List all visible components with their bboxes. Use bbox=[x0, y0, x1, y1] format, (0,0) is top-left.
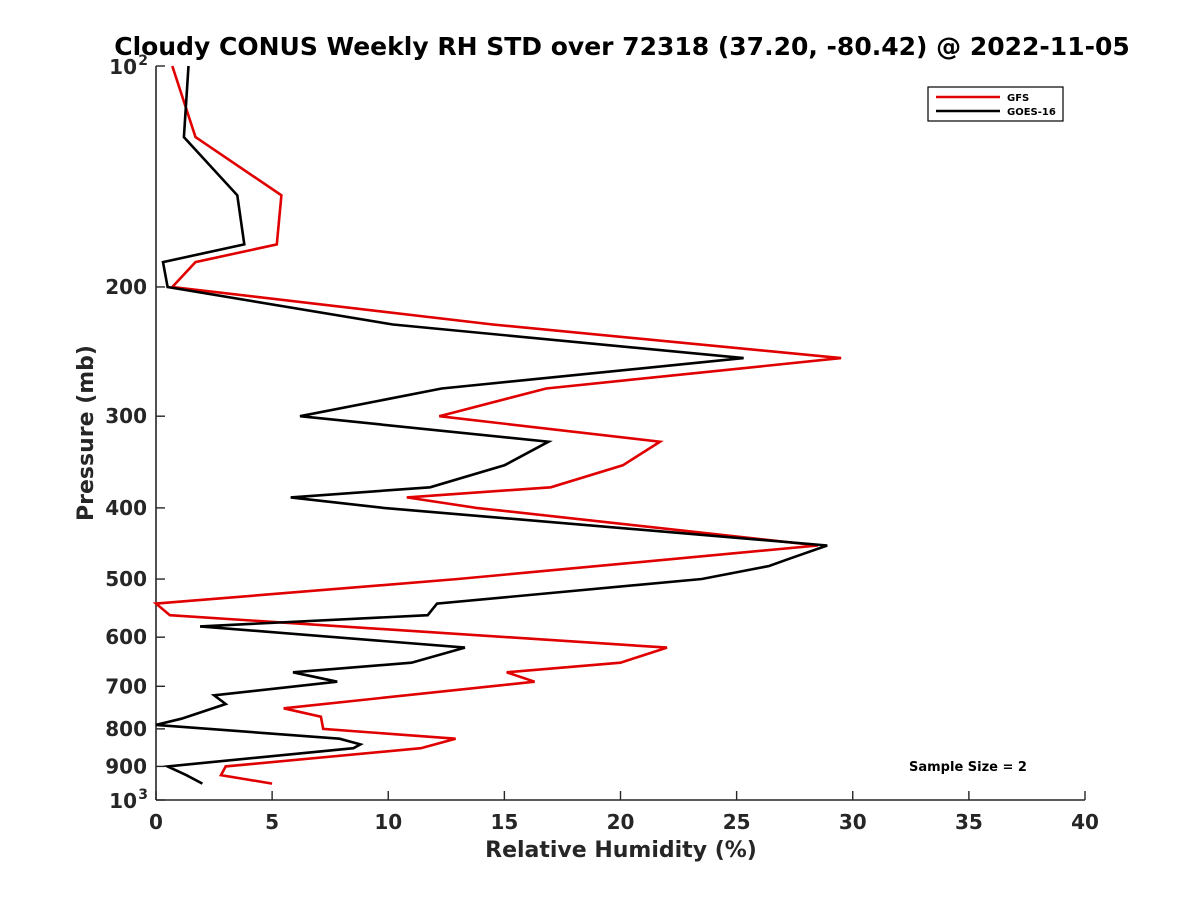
y-tick-label: 400 bbox=[105, 496, 147, 520]
plot-area bbox=[155, 66, 1085, 801]
y-tick-label: 600 bbox=[105, 625, 147, 649]
x-tick-label: 5 bbox=[265, 810, 279, 834]
legend-label: GOES-16 bbox=[1007, 107, 1056, 118]
y-tick-label: 500 bbox=[105, 567, 147, 591]
series-line-goes-16 bbox=[155, 65, 828, 785]
x-tick-label: 25 bbox=[723, 810, 751, 834]
legend-label: GFS bbox=[1007, 93, 1029, 104]
y-tick-label: 800 bbox=[105, 717, 147, 741]
y-axis-label: Pressure (mb) bbox=[74, 345, 99, 521]
y-tick-exponent: 3 bbox=[138, 787, 148, 803]
y-tick-label: 900 bbox=[105, 754, 147, 778]
x-axis: 0 5 10 15 20 25 30 35 40 bbox=[149, 791, 1099, 834]
x-axis-label: Relative Humidity (%) bbox=[485, 838, 757, 863]
x-tick-label: 20 bbox=[607, 810, 635, 834]
x-tick-label: 15 bbox=[490, 810, 518, 834]
series-line-gfs bbox=[152, 65, 842, 785]
legend: GFS GOES-16 bbox=[927, 86, 1064, 122]
y-tick-label: 700 bbox=[105, 674, 147, 698]
series-layer bbox=[152, 65, 842, 785]
y-tick-exponent: 2 bbox=[138, 53, 148, 69]
y-tick-label: 10 bbox=[109, 789, 137, 813]
y-tick-label: 300 bbox=[105, 404, 147, 428]
x-tick-label: 30 bbox=[839, 810, 867, 834]
x-tick-label: 40 bbox=[1071, 810, 1099, 834]
chart-title: Cloudy CONUS Weekly RH STD over 72318 (3… bbox=[114, 32, 1130, 61]
sample-size-annotation: Sample Size = 2 bbox=[909, 760, 1027, 775]
legend-box bbox=[927, 86, 1064, 122]
y-tick-label: 200 bbox=[105, 275, 147, 299]
x-tick-label: 35 bbox=[955, 810, 983, 834]
x-tick-label: 10 bbox=[374, 810, 402, 834]
y-tick-label: 10 bbox=[109, 55, 137, 79]
x-tick-label: 0 bbox=[149, 810, 163, 834]
